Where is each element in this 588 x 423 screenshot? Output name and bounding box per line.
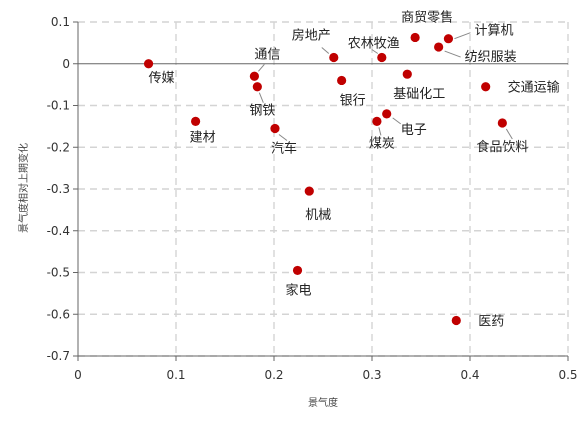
y-tick-label: 0.1: [51, 15, 70, 29]
point-label: 商贸零售: [401, 9, 453, 25]
x-tick-label: 0.2: [264, 368, 283, 382]
x-tick-label: 0.1: [166, 368, 185, 382]
data-point: [191, 116, 201, 126]
data-point: [377, 52, 387, 63]
y-tick-label: -0.3: [47, 182, 70, 196]
point-label: 基础化工: [393, 87, 445, 102]
leader-line: [278, 134, 288, 141]
leader-line: [454, 32, 471, 40]
y-tick-label: -0.1: [47, 99, 70, 113]
point-label: 交通运输: [508, 80, 560, 96]
point-label: 银行: [340, 93, 366, 108]
point-label: 传媒: [149, 71, 175, 86]
leader-line: [505, 128, 513, 140]
y-tick-label: -0.6: [47, 307, 70, 321]
x-tick-label: 0.3: [362, 368, 381, 382]
data-point: [382, 109, 392, 119]
data-point: [434, 42, 444, 52]
leader-line: [371, 49, 379, 54]
point-label: 汽车: [271, 140, 297, 156]
data-point: [497, 118, 507, 128]
y-tick-label: 0: [62, 57, 70, 71]
y-tick-label: -0.2: [47, 140, 70, 154]
y-tick-label: -0.4: [47, 224, 70, 238]
x-tick-label: 0: [74, 368, 82, 382]
point-label: 电子: [401, 123, 427, 138]
point-label: 机械: [305, 208, 331, 223]
point-label: 农林牧渔: [348, 36, 400, 51]
data-point: [292, 265, 303, 276]
data-point: [270, 123, 280, 134]
x-axis-label: 景气度: [308, 396, 338, 409]
leader-line: [321, 47, 330, 54]
y-tick-label: -0.7: [47, 349, 70, 363]
data-point: [410, 32, 420, 43]
point-label: 钢铁: [249, 104, 275, 119]
point-label: 计算机: [474, 24, 513, 39]
point-label: 建材: [190, 130, 216, 145]
point-label: 医药: [478, 315, 504, 330]
leader-line: [258, 92, 264, 103]
data-points: [143, 32, 507, 326]
data-point: [304, 186, 314, 196]
data-point: [252, 82, 262, 92]
point-label: 房地产: [292, 27, 331, 43]
leader-line: [378, 127, 382, 136]
leader-line: [444, 50, 461, 58]
data-point: [337, 75, 347, 86]
x-tick-label: 0.4: [460, 368, 479, 382]
y-axis-label: 景气度相对上期变化: [17, 143, 30, 233]
x-tick-label: 0.5: [558, 368, 577, 382]
leader-line: [152, 71, 161, 79]
point-label: 家电: [286, 282, 312, 298]
leader-line: [392, 117, 402, 125]
data-point: [143, 59, 154, 69]
data-point: [329, 52, 339, 63]
point-label: 食品饮料: [476, 139, 528, 155]
leader-lines: [152, 32, 513, 141]
data-point: [372, 116, 382, 126]
point-label: 煤炭: [369, 136, 395, 151]
data-point: [481, 82, 491, 92]
y-tick-labels: 0.1 0 -0.1 -0.2 -0.3 -0.4 -0.5 -0.6 -0.7: [47, 15, 70, 363]
axes: [73, 21, 569, 361]
y-tick-label: -0.5: [47, 266, 70, 280]
point-label: 纺织服装: [465, 50, 517, 65]
data-point: [451, 315, 461, 326]
data-point: [249, 71, 259, 81]
point-label: 通信: [254, 47, 280, 62]
data-point: [402, 69, 412, 79]
data-point: [443, 34, 454, 44]
leader-line: [258, 63, 265, 72]
x-tick-labels: 0 0.1 0.2 0.3 0.4 0.5: [74, 368, 577, 382]
